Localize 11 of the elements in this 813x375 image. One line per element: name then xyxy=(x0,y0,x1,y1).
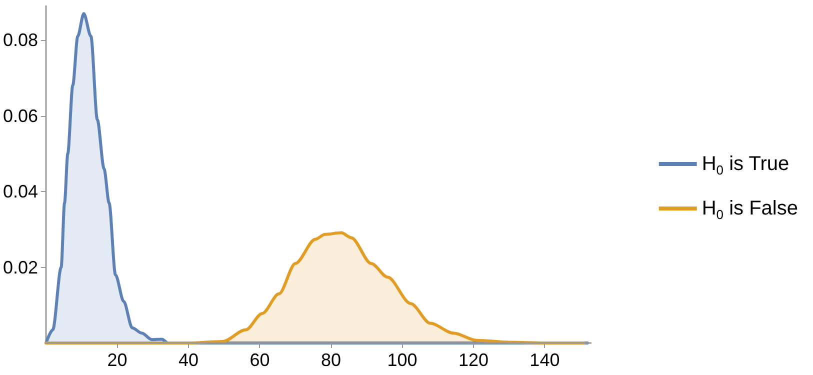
x-tick-label: 120 xyxy=(458,350,488,370)
x-tick-label: 140 xyxy=(530,350,560,370)
x-tick-label: 80 xyxy=(320,350,341,370)
x-tick-label: 20 xyxy=(107,350,128,370)
y-tick-label: 0.08 xyxy=(2,30,38,50)
y-tick-label: 0.06 xyxy=(2,106,38,126)
x-tick-label: 40 xyxy=(178,350,199,370)
x-tick-label: 60 xyxy=(250,350,270,370)
x-tick-label: 100 xyxy=(387,350,418,370)
y-tick-label: 0.04 xyxy=(2,182,38,202)
y-tick-label: 0.02 xyxy=(2,257,38,278)
